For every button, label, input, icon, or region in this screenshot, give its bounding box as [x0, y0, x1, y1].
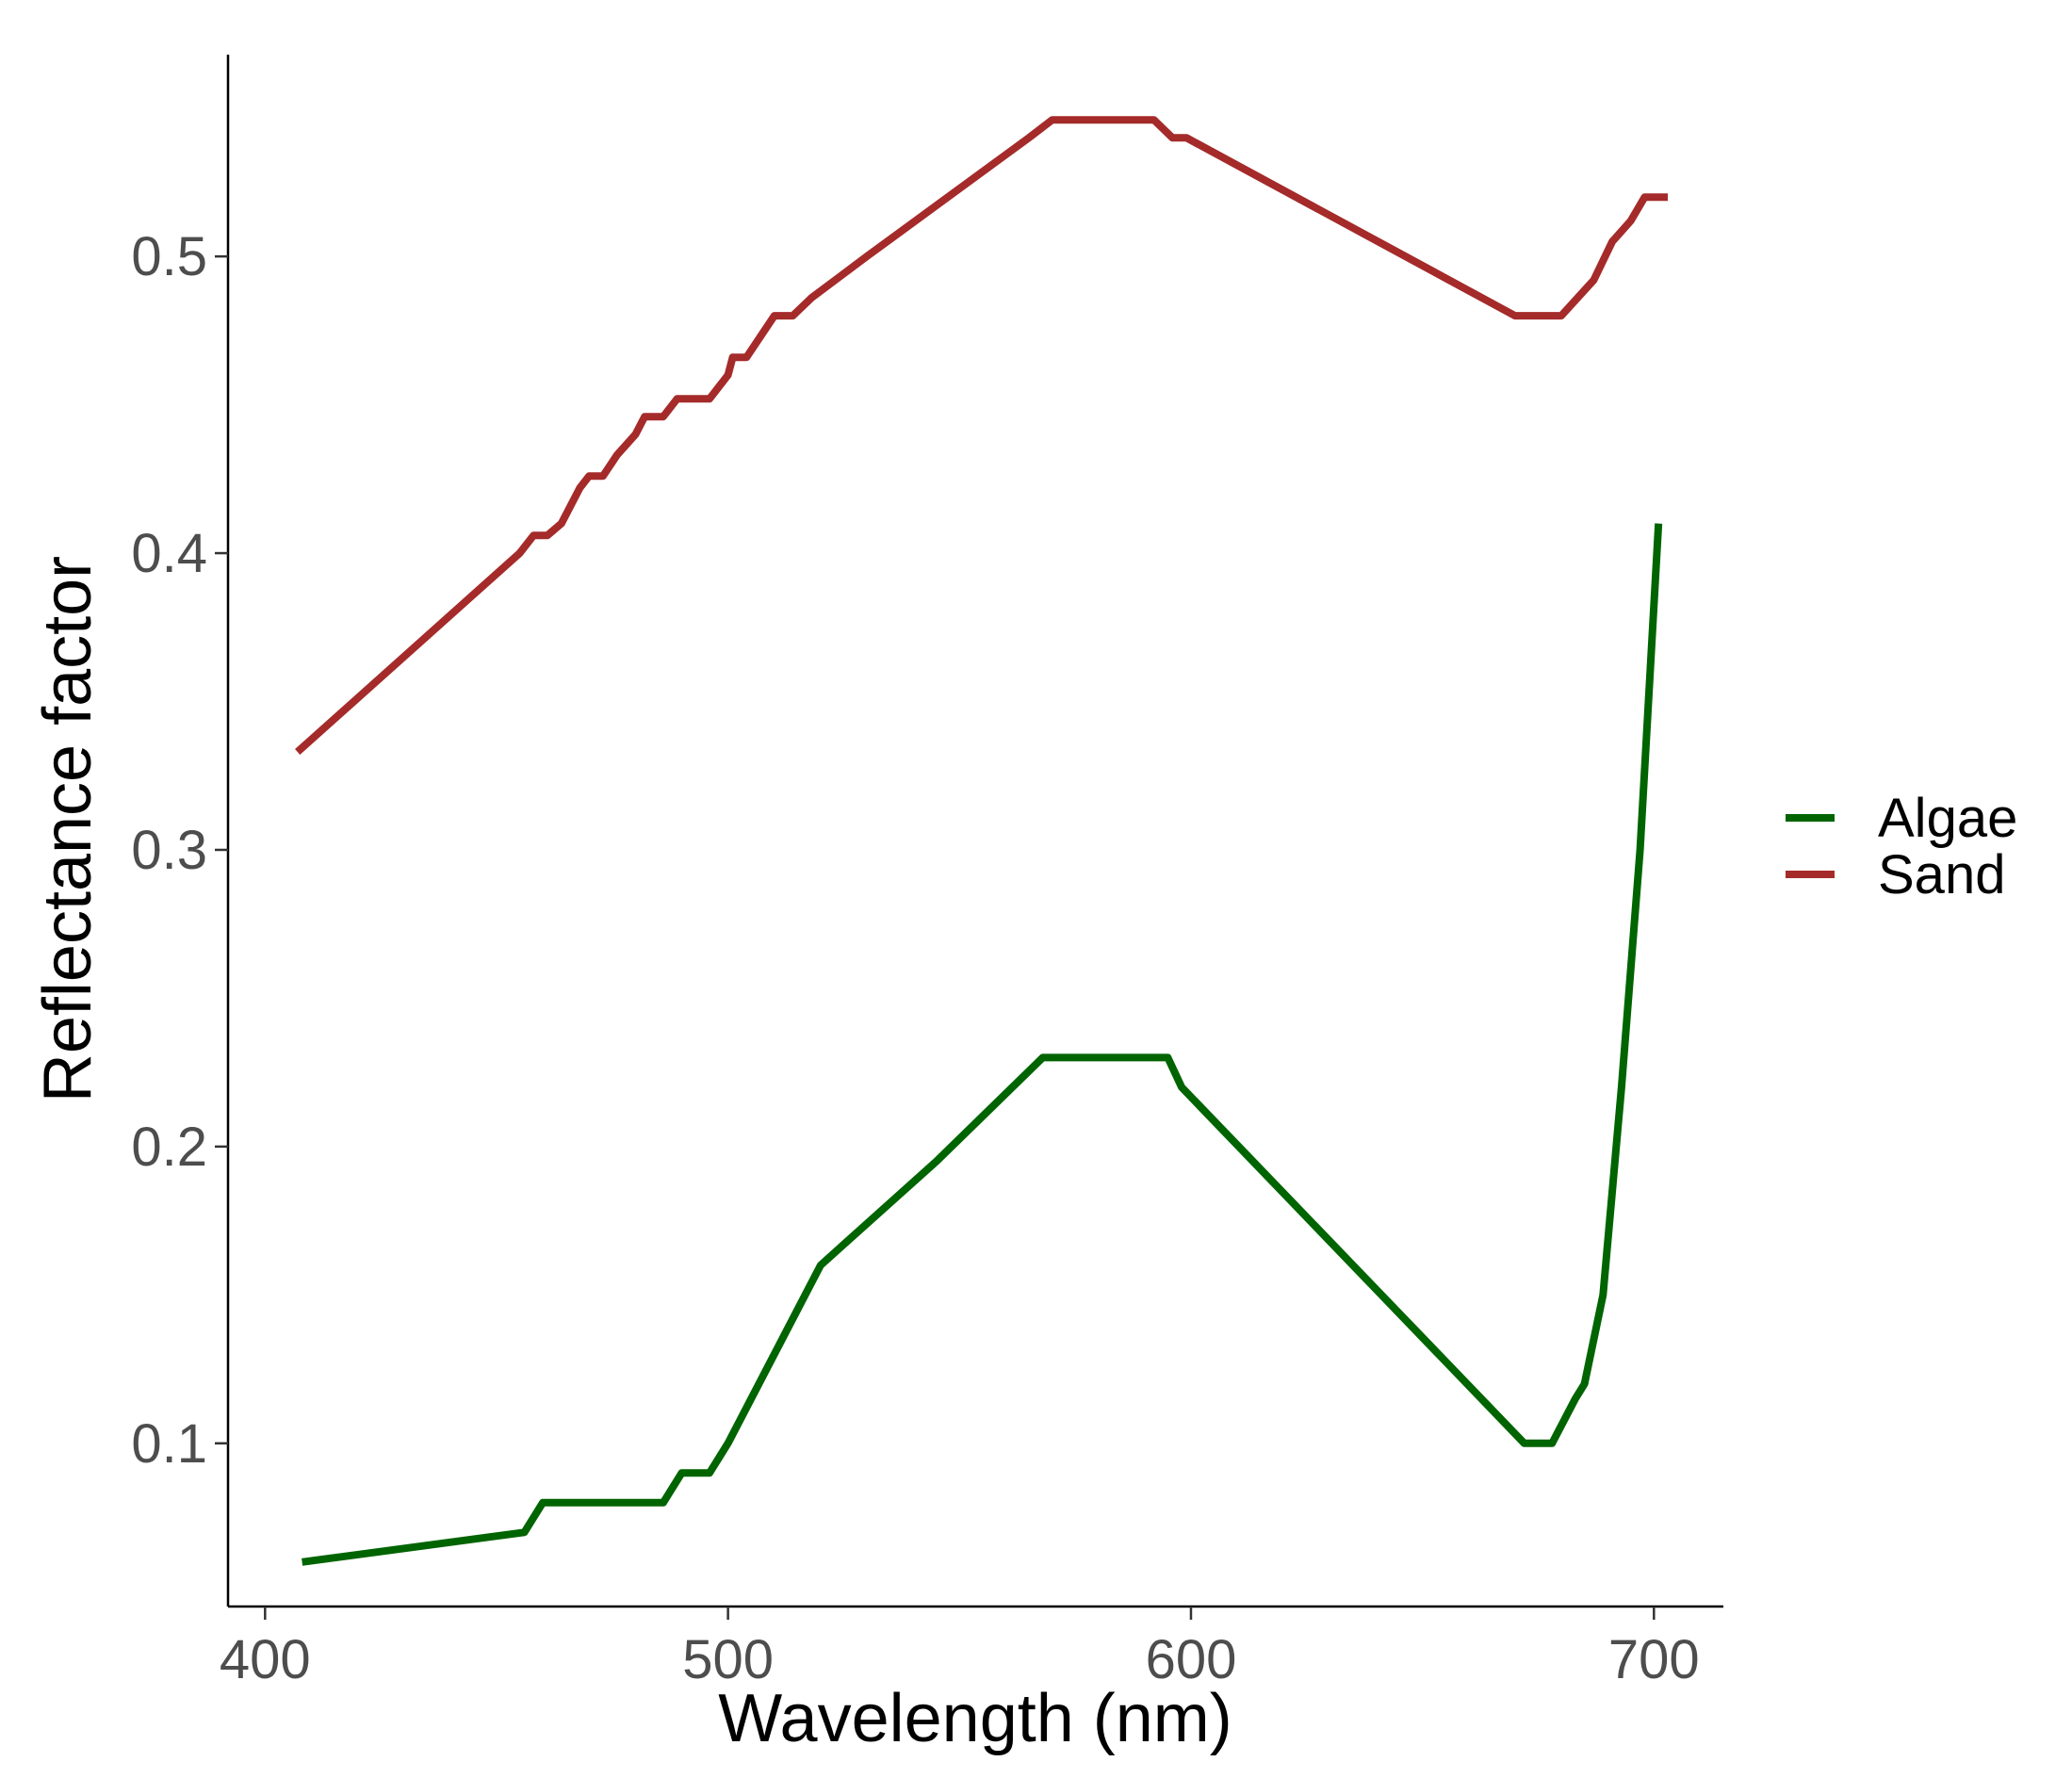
series-line-algae: [302, 523, 1663, 1566]
x-tick-label: 600: [1146, 1629, 1237, 1690]
y-tick-label: 0.4: [131, 523, 207, 584]
y-tick-label: 0.1: [131, 1413, 207, 1475]
series-line-sand: [295, 116, 1668, 755]
y-tick-label: 0.3: [131, 820, 207, 881]
legend-label-algae: Algae: [1878, 788, 2017, 849]
y-tick-label: 0.5: [131, 226, 207, 287]
axes-group: [226, 55, 1723, 1608]
x-axis-title: Wavelength (nm): [718, 1681, 1232, 1756]
y-axis-title: Reflectance factor: [30, 556, 106, 1102]
x-tick-label: 500: [682, 1629, 774, 1690]
tick-group: 400 500 600 700 0.1 0.2 0.3 0.4 0.5: [131, 226, 1699, 1690]
x-tick-label: 700: [1608, 1629, 1700, 1690]
legend-label-sand: Sand: [1878, 844, 2005, 905]
x-tick-label: 400: [220, 1629, 311, 1690]
y-tick-label: 0.2: [131, 1117, 207, 1178]
plot-series-group: [295, 116, 1668, 1566]
